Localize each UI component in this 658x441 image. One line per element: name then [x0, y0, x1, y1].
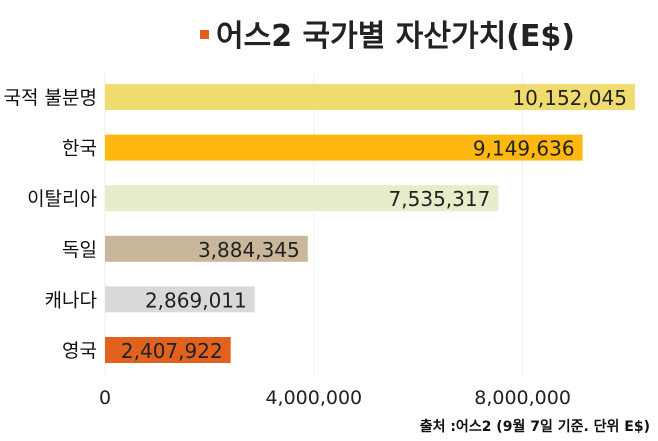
bar [105, 84, 635, 110]
category-label: 영국 [62, 340, 97, 362]
bar [105, 286, 255, 313]
source-note: 출처 :어스2 (9월 7일 기준. 단위 E$) [420, 418, 650, 435]
category-label: 독일 [62, 239, 97, 261]
title-marker [200, 30, 209, 39]
x-tick-label: 8,000,000 [474, 387, 571, 409]
value-label: 3,884,345 [198, 238, 300, 262]
category-label: 이탈리아 [27, 188, 97, 210]
value-label: 10,152,045 [512, 86, 627, 110]
bar [105, 185, 499, 212]
value-label: 9,149,636 [473, 137, 575, 161]
bar [105, 235, 308, 262]
value-label: 2,869,011 [145, 288, 247, 312]
bar [105, 134, 583, 161]
category-label: 국적 불분명 [4, 87, 97, 109]
x-tick-label: 4,000,000 [265, 387, 362, 409]
value-label: 7,535,317 [389, 187, 491, 211]
value-label: 2,407,922 [121, 339, 223, 363]
bar [105, 337, 231, 363]
category-label: 한국 [62, 138, 97, 160]
x-tick-label: 0 [99, 387, 111, 409]
category-label: 캐나다 [45, 289, 97, 311]
chart-title: 어스2 국가별 자산가치(E$) [216, 19, 575, 54]
